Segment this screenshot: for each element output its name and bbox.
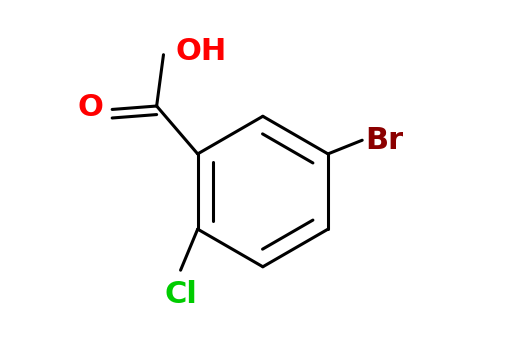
Text: OH: OH bbox=[176, 37, 227, 66]
Text: O: O bbox=[78, 93, 103, 122]
Text: Br: Br bbox=[366, 126, 404, 155]
Text: Cl: Cl bbox=[164, 280, 197, 310]
